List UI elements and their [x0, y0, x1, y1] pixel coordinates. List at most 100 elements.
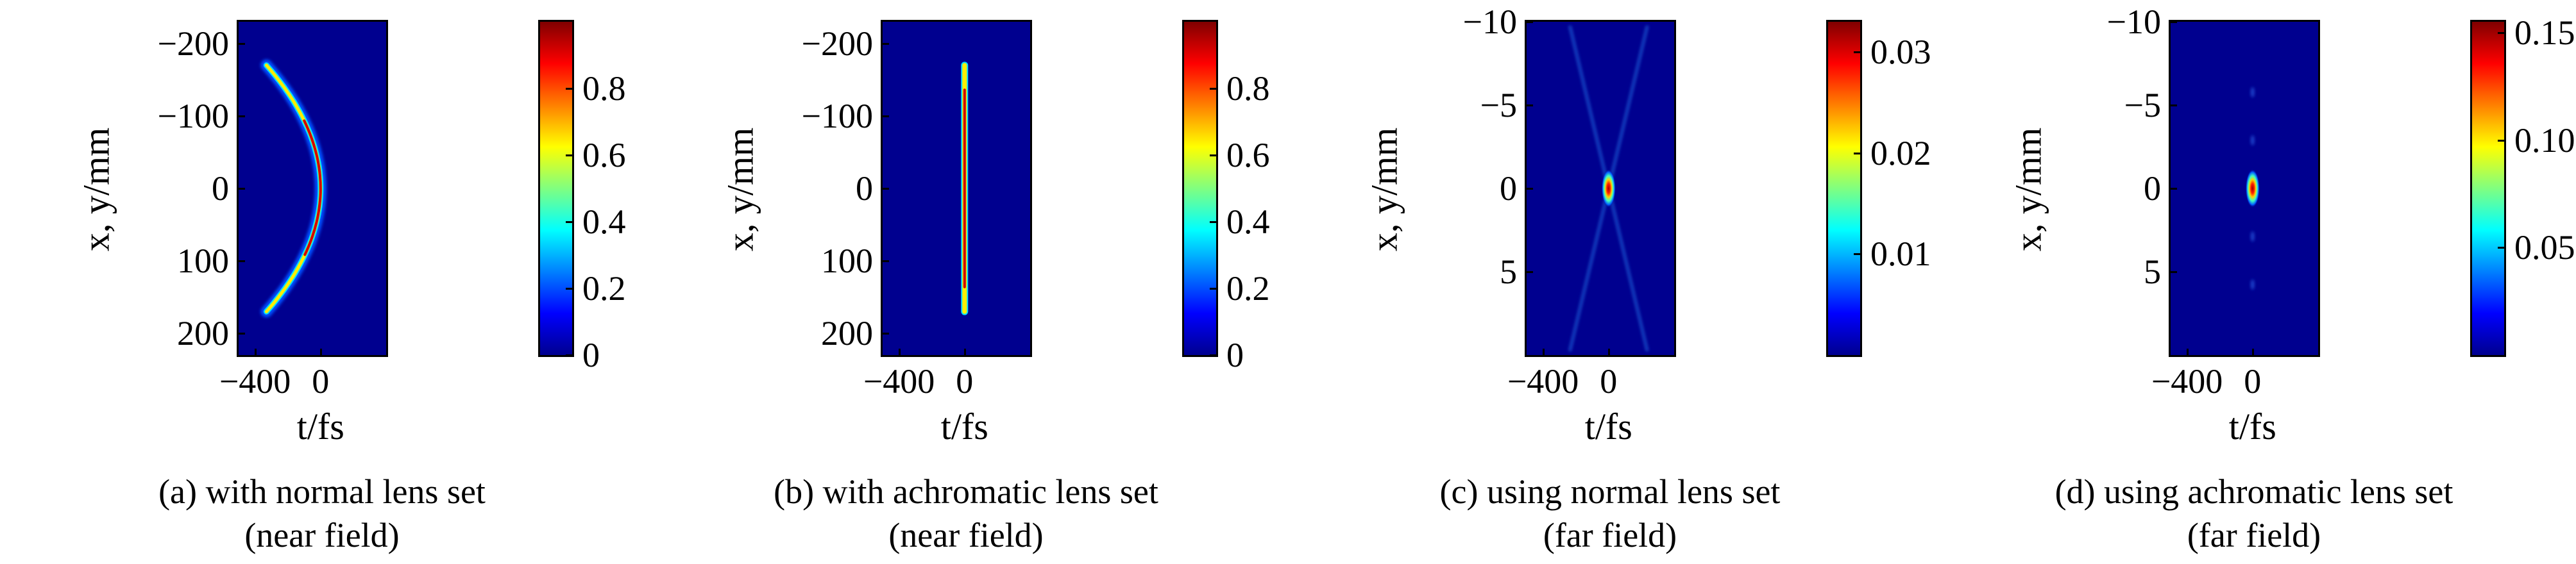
x-tick-mark: [2186, 349, 2189, 355]
y-tick-mark: [2171, 104, 2177, 106]
x-tick-label: −400: [219, 362, 291, 401]
y-tick-label: 200: [177, 314, 229, 353]
colorbar-tick-label: 0.01: [1870, 235, 1931, 274]
heatmap-plot: [1525, 20, 1676, 357]
heatmap-plot: [881, 20, 1032, 357]
colorbar-tick-mark: [2498, 139, 2504, 142]
x-tick-label: 0: [956, 362, 974, 401]
colorbar-tick-label: 0.6: [582, 136, 626, 174]
y-tick-mark: [239, 42, 245, 45]
y-tick-label: 5: [1500, 253, 1517, 291]
x-tick-label: −400: [2151, 362, 2223, 401]
y-tick-label: 5: [2144, 253, 2161, 291]
y-tick-mark: [2171, 21, 2177, 23]
y-tick-mark: [2171, 188, 2177, 190]
x-tick-mark: [963, 349, 966, 355]
x-tick-mark: [1607, 349, 1610, 355]
y-tick-label: 100: [177, 242, 229, 281]
y-tick-mark: [1527, 271, 1533, 273]
colorbar-tick-mark: [2498, 31, 2504, 34]
caption-line-2: (near field): [888, 516, 1044, 554]
y-tick-label: −100: [157, 96, 229, 135]
y-tick-label: 0: [1500, 169, 1517, 208]
x-axis-label: t/fs: [2228, 406, 2276, 447]
sidelobe-arm-1: [1568, 25, 1611, 190]
y-tick-mark: [883, 188, 889, 190]
chart-panel-1: −200 −100 0 100 200 −400 0 x, y/mm t/fs 0 0.2 0.4 0.…: [0, 0, 644, 564]
y-axis-label: x, y/mm: [2007, 127, 2049, 252]
y-axis-label: x, y/mm: [719, 127, 761, 252]
colorbar-tick-mark: [1854, 253, 1860, 256]
x-tick-mark: [898, 349, 901, 355]
colorbar: [538, 20, 574, 357]
y-tick-label: −10: [1462, 3, 1517, 41]
x-tick-label: 0: [312, 362, 330, 401]
y-tick-label: 200: [821, 314, 873, 353]
x-axis-label: t/fs: [940, 406, 988, 447]
colorbar-tick-label: 0.8: [582, 69, 626, 108]
colorbar-tick-mark: [1210, 354, 1216, 356]
colorbar-tick-label: 0.8: [1226, 69, 1270, 108]
x-tick-label: 0: [2244, 362, 2262, 401]
colorbar-tick-mark: [1854, 152, 1860, 154]
colorbar-tick-label: 0: [1226, 336, 1244, 374]
sidelobe-4: [2250, 279, 2255, 290]
y-tick-label: 0: [856, 169, 873, 208]
colorbar: [1826, 20, 1862, 357]
x-tick-mark: [2251, 349, 2254, 355]
heatmap-svg: [1568, 25, 1649, 352]
sidelobe-2: [2250, 231, 2255, 242]
colorbar-tick-mark: [566, 354, 572, 356]
colorbar-tick-label: 0.15: [2514, 13, 2575, 52]
colorbar-tick-label: 0.2: [582, 269, 626, 308]
y-tick-mark: [239, 115, 245, 117]
colorbar-tick-label: 0.6: [1226, 136, 1270, 174]
colorbar-tick-label: 0.03: [1870, 33, 1931, 72]
caption-line-1: (b) with achromatic lens set: [774, 472, 1158, 511]
heatmap-plot: [237, 20, 388, 357]
x-tick-label: −400: [863, 362, 935, 401]
y-tick-mark: [883, 260, 889, 263]
y-tick-label: −200: [157, 24, 229, 63]
colorbar-tick-label: 0.2: [1226, 269, 1270, 308]
pulse-front-mid: [264, 63, 323, 313]
y-tick-label: −5: [1480, 86, 1517, 124]
caption-line-1: (a) with normal lens set: [158, 472, 486, 511]
chart-panel-2: −200 −100 0 100 200 −400 0 x, y/mm t/fs 0 0.2 0.4 0.…: [644, 0, 1288, 564]
caption-line-2: (far field): [2187, 516, 2321, 554]
y-tick-label: 0: [2144, 169, 2161, 208]
caption-line-1: (c) using normal lens set: [1439, 472, 1781, 511]
heatmap-svg: [958, 58, 971, 319]
y-tick-label: −200: [801, 24, 873, 63]
y-tick-mark: [883, 115, 889, 117]
heatmap-svg: [2245, 87, 2260, 290]
colorbar-tick-mark: [1210, 288, 1216, 290]
y-tick-label: −10: [2106, 3, 2161, 41]
y-tick-mark: [883, 333, 889, 335]
sidelobe-3: [2250, 87, 2255, 97]
colorbar-tick-label: 0: [582, 336, 600, 374]
focal-spot: [2245, 169, 2260, 208]
sidelobe-arm-2: [1607, 25, 1649, 190]
colorbar-tick-label: 0.4: [582, 203, 626, 241]
y-tick-label: 0: [212, 169, 229, 208]
colorbar-tick-mark: [1210, 88, 1216, 90]
sidelobe-arm-4: [1607, 187, 1649, 352]
y-axis-label: x, y/mm: [1363, 127, 1405, 252]
colorbar-tick-mark: [566, 154, 572, 156]
x-tick-mark: [319, 349, 322, 355]
y-tick-mark: [1527, 21, 1533, 23]
y-tick-label: −100: [801, 96, 873, 135]
x-tick-label: 0: [1600, 362, 1618, 401]
colorbar-tick-mark: [1210, 221, 1216, 223]
heatmap-plot: [2169, 20, 2320, 357]
colorbar-tick-label: 0.05: [2514, 228, 2575, 267]
heatmap-svg: [260, 59, 326, 318]
colorbar-tick-mark: [566, 221, 572, 223]
caption-line-2: (near field): [244, 516, 400, 554]
y-axis-label: x, y/mm: [75, 127, 117, 252]
x-tick-mark: [1542, 349, 1545, 355]
chart-panel-4: −10 −5 0 5 −400 0 x, y/mm t/fs 0.05 0.10 0.15 (d) u…: [1932, 0, 2576, 564]
colorbar-tick-mark: [1210, 154, 1216, 156]
x-tick-mark: [254, 349, 257, 355]
